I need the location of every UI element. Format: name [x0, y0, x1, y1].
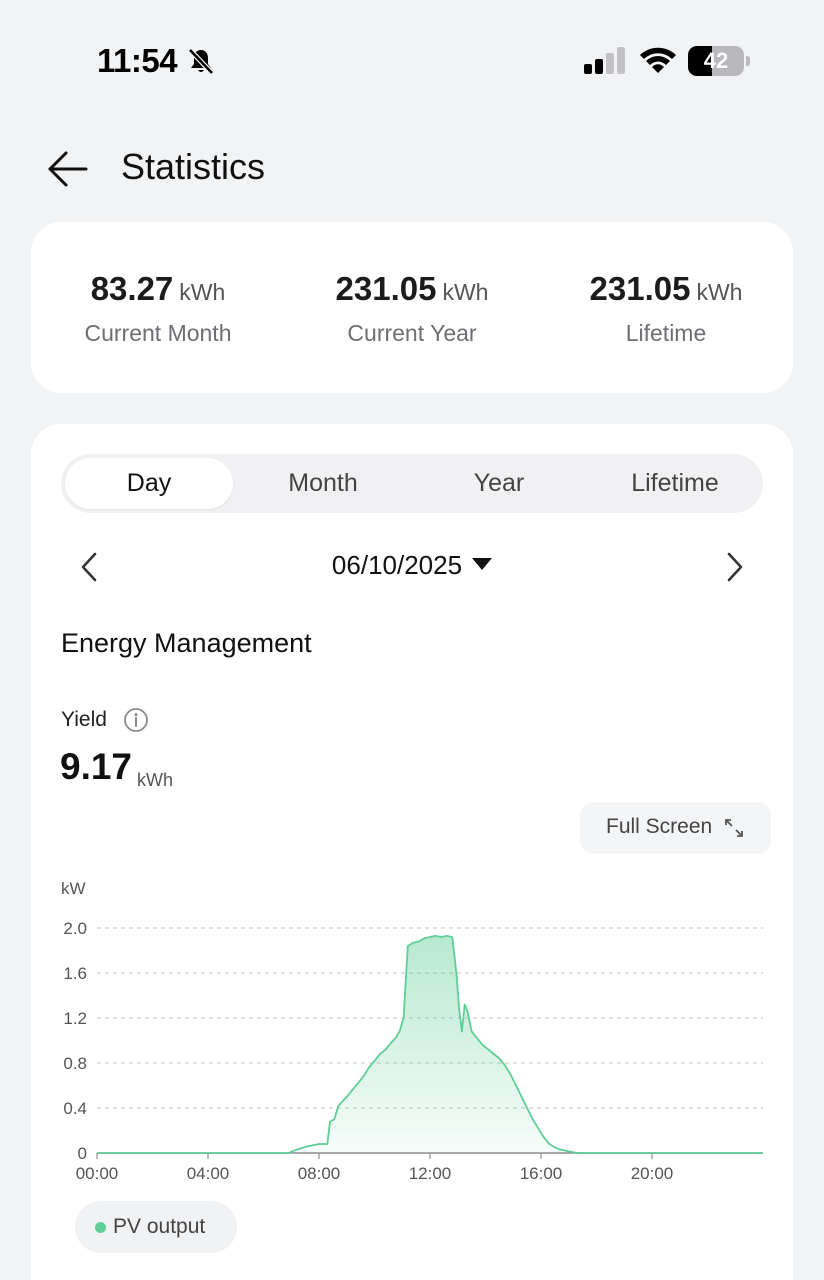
summary-lifetime: 231.05 kWh Lifetime [539, 270, 793, 347]
y-tick-label: 0 [78, 1144, 87, 1163]
y-tick-label: 0.8 [63, 1054, 87, 1073]
statistics-card: Day Month Year Lifetime 06/10/2025 Energ… [31, 424, 793, 1280]
legend-dot [95, 1222, 106, 1233]
page-title: Statistics [121, 146, 266, 187]
wifi-icon [640, 47, 676, 73]
x-tick-label: 20:00 [631, 1164, 674, 1183]
section-title: Energy Management [61, 628, 312, 658]
yield-label: Yield [61, 708, 107, 731]
full-screen-label: Full Screen [606, 815, 713, 838]
summary-value: 231.05 [335, 270, 437, 307]
x-tick-label: 12:00 [409, 1164, 452, 1183]
tab-day[interactable]: Day [65, 458, 233, 509]
date-navigator: 06/10/2025 [31, 544, 793, 588]
y-tick-label: 1.6 [63, 964, 87, 983]
arrow-left-icon[interactable] [44, 148, 90, 190]
x-tick-label: 08:00 [298, 1164, 341, 1183]
date-picker[interactable]: 06/10/2025 [31, 550, 793, 581]
x-tick-label: 04:00 [187, 1164, 230, 1183]
summary-value: 83.27 [90, 270, 174, 307]
legend-pv-output[interactable]: PV output [75, 1201, 237, 1253]
info-icon[interactable] [123, 707, 149, 733]
date-value: 06/10/2025 [331, 550, 463, 580]
summary-card: 83.27 kWh Current Month 231.05 kWh Current… [31, 222, 793, 393]
x-tick-label: 16:00 [520, 1164, 563, 1183]
x-tick-label: 00:00 [76, 1164, 119, 1183]
period-tabs: Day Month Year Lifetime [61, 454, 763, 513]
tab-year[interactable]: Year [473, 469, 525, 497]
summary-unit: kWh [696, 279, 743, 305]
pv-output-chart: kW 0 0.4 0.8 1.2 1.6 2.0 00:00 04:00 08:00 12:00… [61, 879, 763, 1183]
bell-slash-icon [188, 48, 214, 75]
status-bar: 11:54 42 [0, 0, 824, 120]
pv-output-area [97, 935, 763, 1153]
y-tick-label: 2.0 [63, 919, 87, 938]
battery-icon: 42 [688, 46, 750, 76]
tab-lifetime[interactable]: Lifetime [631, 469, 719, 497]
yield-unit: kWh [137, 770, 173, 790]
cellular-signal-icon [584, 47, 625, 74]
summary-current-year: 231.05 kWh Current Year [285, 270, 539, 347]
summary-label: Current Year [347, 320, 477, 346]
chevron-left-icon[interactable] [75, 550, 103, 584]
y-tick-label: 1.2 [63, 1009, 87, 1028]
summary-unit: kWh [179, 279, 226, 305]
battery-percent: 42 [703, 48, 729, 73]
y-axis-label: kW [61, 879, 86, 898]
chevron-right-icon[interactable] [721, 550, 749, 584]
tab-month[interactable]: Month [288, 469, 358, 497]
summary-unit: kWh [442, 279, 489, 305]
legend-label: PV output [113, 1215, 206, 1238]
summary-current-month: 83.27 kWh Current Month [31, 270, 285, 347]
yield-value: 9.17 [60, 746, 133, 787]
status-time: 11:54 [97, 42, 178, 79]
summary-label: Current Month [84, 320, 232, 346]
summary-value: 231.05 [589, 270, 691, 307]
pv-output-line [97, 935, 763, 1154]
full-screen-button[interactable]: Full Screen [580, 802, 771, 854]
summary-label: Lifetime [625, 320, 707, 346]
caret-down-icon [472, 558, 493, 570]
y-tick-label: 0.4 [63, 1099, 87, 1118]
expand-icon [725, 819, 743, 837]
